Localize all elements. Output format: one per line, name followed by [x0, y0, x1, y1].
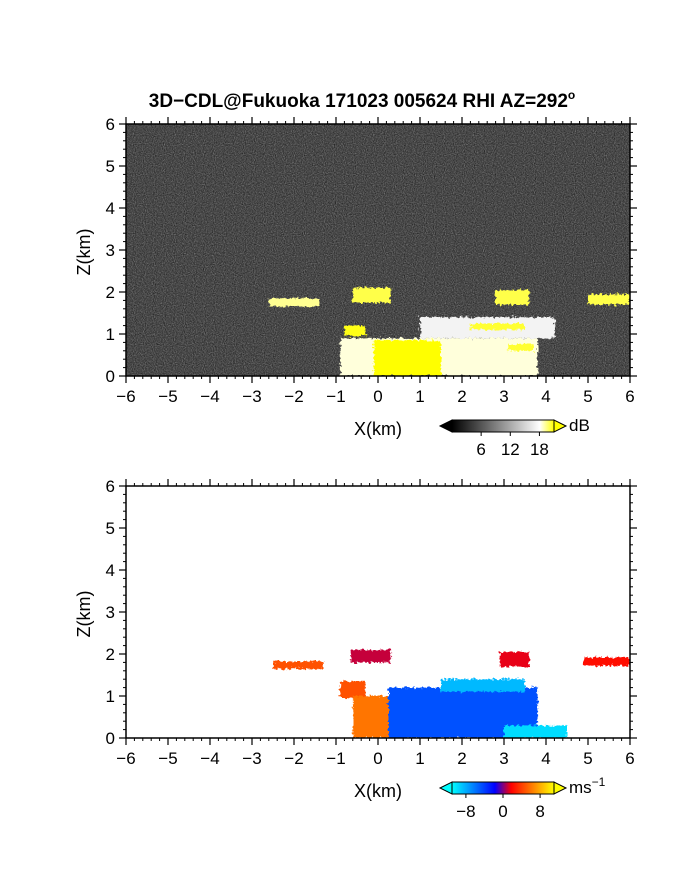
- y-tick-label: 5: [106, 519, 115, 538]
- velocity-echo-region: [504, 725, 567, 738]
- y-tick-label: 0: [106, 367, 115, 386]
- y-tick-label: 5: [106, 157, 115, 176]
- x-tick-label: 5: [583, 387, 592, 406]
- y-axis-label: Z(km): [74, 229, 94, 276]
- x-tick-label: 2: [457, 749, 466, 768]
- x-tick-label: 2: [457, 387, 466, 406]
- colorbar-tick-label: 18: [530, 440, 549, 459]
- reflectivity-colorbar: 6 12 18 dB: [438, 416, 590, 459]
- velocity-echo-region: [499, 651, 530, 667]
- x-tick-label: 3: [499, 387, 508, 406]
- reflectivity-echo-region: [268, 298, 320, 307]
- x-tick-label: 1: [415, 387, 424, 406]
- velocity-echo-layer: [273, 649, 630, 738]
- reflectivity-echo-region: [508, 344, 534, 351]
- y-tick-label: 4: [106, 199, 115, 218]
- title-degree: o: [568, 88, 575, 102]
- colorbar-low-arrow: [438, 419, 453, 433]
- x-tick-label: 0: [373, 749, 382, 768]
- y-tick-label: 3: [106, 241, 115, 260]
- x-tick-label: −5: [158, 749, 177, 768]
- velocity-echo-region: [583, 657, 630, 666]
- colorbar-tick-label: −8: [456, 802, 475, 821]
- y-tick-label: 0: [106, 729, 115, 748]
- x-tick-label: 6: [625, 749, 634, 768]
- colorbar-low-arrow: [438, 781, 453, 795]
- x-tick-label: −3: [242, 387, 261, 406]
- colorbar-tick-label: 8: [535, 802, 544, 821]
- x-tick-label: −3: [242, 749, 261, 768]
- x-tick-label: 4: [541, 749, 550, 768]
- reflectivity-echo-region: [588, 294, 630, 305]
- reflectivity-echo-region: [495, 289, 530, 305]
- x-tick-label: 6: [625, 387, 634, 406]
- reflectivity-echo-layer: [268, 287, 630, 376]
- velocity-echo-region: [441, 679, 525, 692]
- velocity-echo-region: [273, 661, 324, 669]
- reflectivity-echo-region: [373, 340, 441, 376]
- x-tick-label: −1: [326, 387, 345, 406]
- velocity-panel: −6 −5 −4 −3 −2 −1 0 1 2 3 4 5 6 0 1 2 3 4 5 6 X(km) Z(km) −8 0 8…: [74, 477, 637, 821]
- y-tick-label: 4: [106, 561, 115, 580]
- y-tick-label: 1: [106, 687, 115, 706]
- x-tick-label: 3: [499, 749, 508, 768]
- x-axis-label: X(km): [354, 419, 402, 439]
- colorbar-tick-label: 12: [501, 440, 520, 459]
- y-tick-label: 2: [106, 645, 115, 664]
- y-tick-label: 6: [106, 477, 115, 496]
- y-tick-label: 2: [106, 283, 115, 302]
- x-tick-label: −4: [200, 387, 219, 406]
- x-tick-label: 1: [415, 749, 424, 768]
- y-tick-label: 1: [106, 325, 115, 344]
- x-tick-label: 0: [373, 387, 382, 406]
- colorbar-gradient: [451, 781, 555, 795]
- x-axis-label: X(km): [354, 781, 402, 801]
- y-tick-label: 6: [106, 115, 115, 134]
- x-tick-label: −6: [116, 387, 135, 406]
- chart-title: 3D−CDL@Fukuoka 171023 005624 RHI AZ=292o: [149, 88, 576, 112]
- velocity-echo-region: [340, 681, 366, 699]
- velocity-echo-region: [352, 696, 389, 738]
- colorbar-high-arrow: [553, 419, 568, 433]
- y-tick-label: 3: [106, 603, 115, 622]
- colorbar-tick-label: 0: [498, 802, 507, 821]
- x-tick-label: −5: [158, 387, 177, 406]
- x-tick-label: −2: [284, 749, 303, 768]
- x-tick-label: −4: [200, 749, 219, 768]
- velocity-echo-region: [350, 649, 391, 663]
- colorbar-high-arrow: [553, 781, 568, 795]
- colorbar-unit-label: dB: [569, 416, 590, 435]
- x-tick-label: 5: [583, 749, 592, 768]
- reflectivity-echo-region: [344, 325, 366, 337]
- colorbar-unit-label: ms−1: [569, 775, 606, 797]
- x-tick-label: −2: [284, 387, 303, 406]
- x-tick-label: 4: [541, 387, 550, 406]
- colorbar-tick-label: 6: [476, 440, 485, 459]
- x-tick-label: −6: [116, 749, 135, 768]
- colorbar-gradient: [451, 419, 555, 433]
- velocity-colorbar: −8 0 8 ms−1: [438, 775, 606, 821]
- reflectivity-echo-region: [352, 287, 391, 303]
- x-tick-label: −1: [326, 749, 345, 768]
- reflectivity-echo-region: [470, 323, 525, 330]
- y-axis-label: Z(km): [74, 591, 94, 638]
